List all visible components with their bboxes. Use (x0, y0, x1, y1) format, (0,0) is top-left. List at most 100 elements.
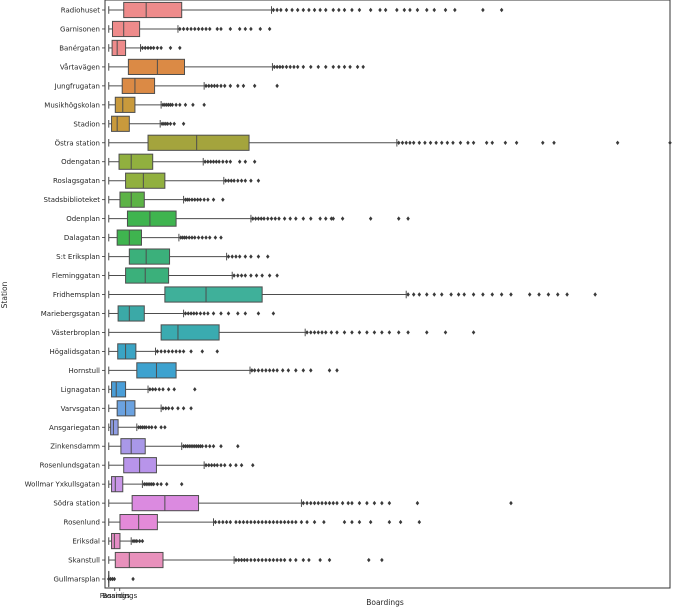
outlier-point (278, 64, 282, 70)
outlier-point (342, 7, 347, 13)
y-tick-label: Garnisonen (60, 25, 100, 33)
outlier-point (541, 140, 545, 145)
outlier-point (396, 140, 401, 145)
outlier-point (222, 83, 227, 89)
outlier-point (228, 159, 233, 164)
outlier-point (301, 64, 306, 70)
outlier-point (453, 7, 457, 13)
outlier-point (290, 7, 294, 13)
outlier-point (221, 519, 225, 525)
outlier-point (471, 330, 476, 335)
outlier-point (266, 216, 270, 221)
y-tick-label: Södra station (53, 500, 100, 508)
outlier-point (232, 273, 236, 278)
box (114, 551, 164, 569)
x-tick-label: Boardings (102, 592, 137, 600)
outlier-point (191, 444, 195, 449)
y-tick-label: S:t Eriksplan (56, 253, 100, 261)
outlier-point (499, 7, 504, 13)
outlier-point (316, 500, 321, 506)
outlier-point (456, 292, 461, 297)
outlier-point (305, 519, 309, 525)
outlier-point (380, 557, 384, 563)
y-tick-label: Odenplan (66, 215, 100, 223)
outlier-point (380, 500, 384, 506)
outlier-point (301, 557, 306, 563)
outlier-point (164, 121, 168, 126)
outlier-point (243, 159, 248, 164)
outlier-point (187, 197, 191, 202)
outlier-point (150, 481, 154, 487)
outlier-point (350, 519, 354, 525)
outlier-point (245, 519, 249, 525)
outlier-point (264, 368, 268, 373)
box (111, 39, 127, 57)
outlier-point (423, 140, 427, 145)
outlier-point (136, 425, 141, 430)
outlier-point (212, 463, 217, 468)
outlier-point (198, 444, 203, 449)
box-group-odengatan (108, 153, 257, 170)
outlier-point (184, 235, 189, 240)
outlier-point (153, 425, 158, 430)
outlier-point (309, 368, 313, 373)
outlier-point (312, 519, 317, 525)
outlier-point (179, 481, 184, 487)
outlier-point (236, 178, 240, 183)
outlier-point (271, 519, 276, 525)
outlier-point (415, 7, 420, 13)
outlier-point (342, 330, 347, 335)
box (120, 438, 146, 455)
box-group-jungfrugatan (108, 77, 279, 94)
outlier-point (211, 311, 216, 316)
outlier-point (290, 519, 294, 525)
outlier-point (368, 216, 373, 221)
outlier-point (357, 7, 362, 13)
y-tick-label: Fleminggatan (52, 272, 100, 280)
y-tick-label: Fridhemsplan (53, 291, 100, 299)
outlier-point (252, 368, 257, 373)
outlier-point (292, 64, 296, 70)
outlier-point (236, 273, 240, 278)
outlier-point (251, 216, 255, 221)
outlier-point (275, 83, 279, 89)
outlier-point (209, 463, 214, 468)
outlier-point (318, 557, 322, 563)
y-tick-label: Zinkensdamm (50, 443, 100, 451)
outlier-point (190, 235, 194, 240)
outlier-point (331, 216, 336, 221)
outlier-point (200, 444, 205, 449)
outlier-point (203, 159, 207, 164)
outlier-point (484, 140, 489, 145)
box (126, 210, 177, 227)
outlier-point (615, 140, 620, 145)
box (147, 134, 250, 151)
box (111, 532, 121, 550)
outlier-point (593, 292, 597, 297)
outlier-point (256, 557, 261, 563)
box (123, 1, 183, 19)
outlier-point (189, 26, 193, 32)
y-tick-label: Varvsgatan (61, 405, 100, 413)
outlier-point (222, 463, 227, 468)
outlier-point (204, 463, 208, 468)
outlier-point (230, 254, 234, 259)
box-group-lignagatan (108, 381, 197, 398)
outlier-point (402, 7, 407, 13)
outlier-point (170, 349, 175, 354)
outlier-point (372, 500, 377, 506)
outlier-point (466, 140, 470, 145)
y-tick-label: Jungfrugatan (54, 82, 100, 90)
outlier-point (555, 292, 560, 297)
outlier-point (425, 330, 429, 335)
outlier-point (425, 7, 429, 13)
outlier-point (137, 538, 142, 544)
outlier-point (179, 235, 183, 240)
outlier-point (546, 292, 551, 297)
box-group-eriksdal (108, 532, 145, 550)
box (128, 248, 171, 265)
outlier-point (490, 292, 495, 297)
outlier-point (320, 500, 324, 506)
outlier-point (256, 311, 261, 316)
outlier-point (174, 349, 178, 354)
